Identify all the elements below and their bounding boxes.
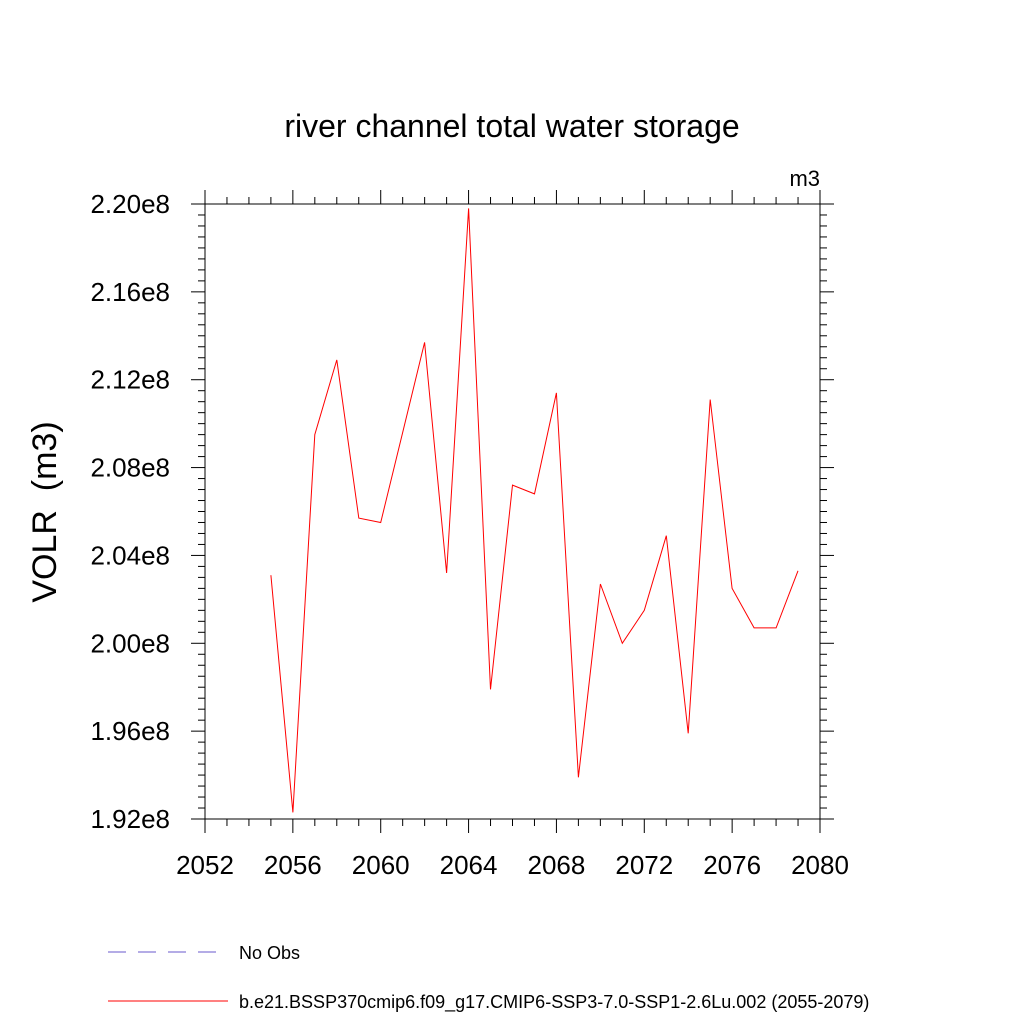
tick-labels: 2052 2056 2060 2064 2068 2072 2076 2080 1.92e8 1.… xyxy=(90,189,848,880)
y-tick-label: 1.92e8 xyxy=(90,804,170,834)
y-tick-label: 2.16e8 xyxy=(90,277,170,307)
y-tick-label: 1.96e8 xyxy=(90,716,170,746)
series-lines xyxy=(270,208,799,813)
plot-frame xyxy=(204,203,821,820)
series-line xyxy=(270,208,799,813)
y-tick-label: 2.00e8 xyxy=(90,628,170,658)
legend: No Obs b.e21.BSSP370cmip6.f09_g17.CMIP6-S… xyxy=(108,943,869,1013)
y-tick-label: 2.20e8 xyxy=(90,189,170,219)
x-tick-label: 2072 xyxy=(615,850,673,880)
x-tick-label: 2056 xyxy=(264,850,322,880)
y-axis-label: VOLR (m3) xyxy=(26,421,64,602)
units-label: m3 xyxy=(789,166,820,191)
x-tick-label: 2052 xyxy=(176,850,234,880)
axis-ticks xyxy=(191,190,834,833)
y-tick-label: 2.12e8 xyxy=(90,365,170,395)
x-tick-label: 2064 xyxy=(440,850,498,880)
x-tick-label: 2060 xyxy=(352,850,410,880)
x-tick-label: 2068 xyxy=(528,850,586,880)
y-tick-label: 2.04e8 xyxy=(90,540,170,570)
chart-title: river channel total water storage xyxy=(284,108,739,144)
x-tick-label: 2076 xyxy=(703,850,761,880)
y-tick-label: 2.08e8 xyxy=(90,453,170,483)
legend-label: No Obs xyxy=(239,943,300,963)
x-tick-label: 2080 xyxy=(791,850,849,880)
legend-label: b.e21.BSSP370cmip6.f09_g17.CMIP6-SSP3-7.… xyxy=(239,992,869,1013)
